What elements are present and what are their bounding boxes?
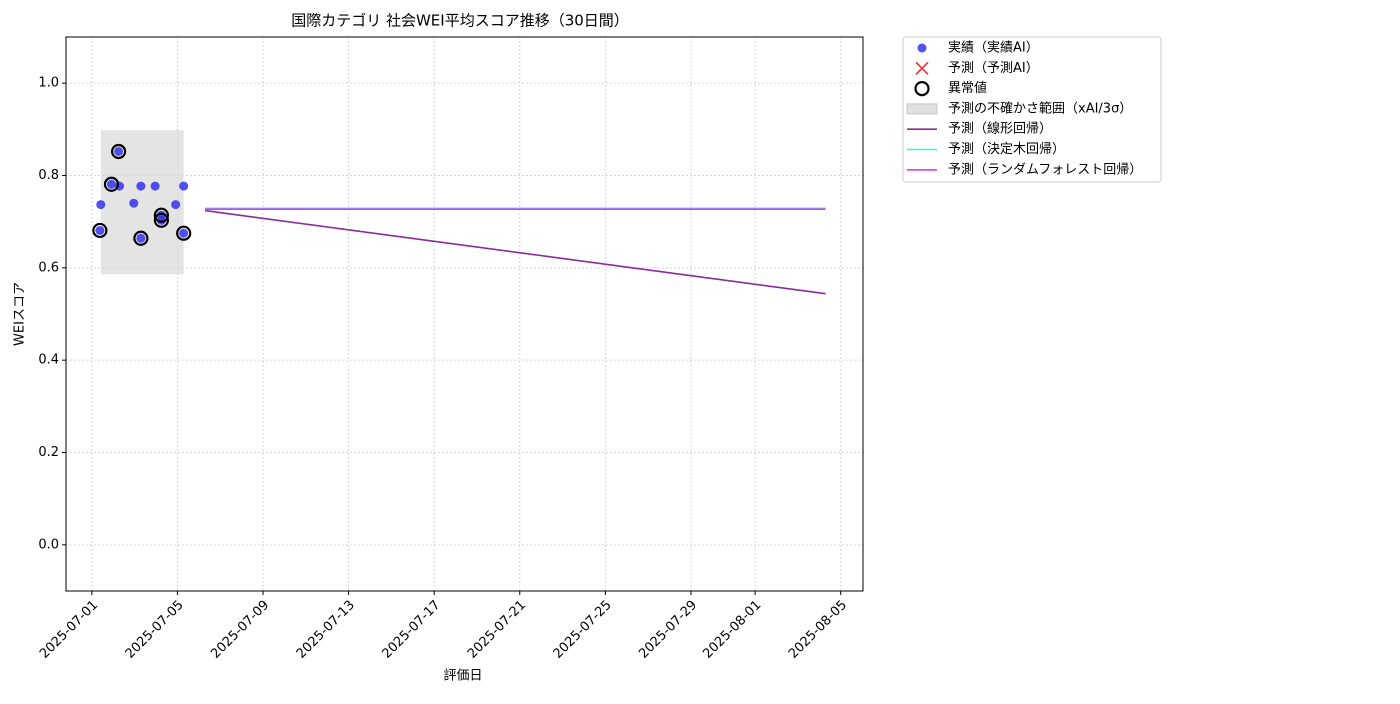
legend-label: 予測の不確かさ範囲（xAI/3σ） — [948, 100, 1132, 116]
anomaly-marker — [103, 176, 120, 192]
x-tick-label: 2025-08-05 — [786, 598, 850, 662]
actual-point — [171, 200, 181, 210]
x-tick-label: 2025-07-01 — [37, 598, 101, 662]
y-tick-label: 1.0 — [38, 76, 59, 91]
actual-point — [114, 146, 124, 156]
x-tick-label: 2025-07-13 — [294, 598, 358, 662]
forecast-line — [204, 209, 826, 295]
legend-label: 予測（線形回帰） — [948, 121, 1052, 137]
legend-label: 異常値 — [948, 80, 987, 96]
x-tick-label: 2025-07-25 — [551, 598, 615, 662]
actual-point — [136, 233, 146, 243]
x-tick-label: 2025-07-09 — [208, 598, 272, 662]
actual-point — [179, 228, 189, 238]
uncertainty-band — [100, 130, 184, 275]
legend-label: 予測（決定木回帰） — [948, 141, 1065, 157]
actual-point — [106, 179, 116, 189]
actual-point — [96, 200, 106, 210]
x-tick-label: 2025-07-05 — [123, 598, 187, 662]
anomaly-marker — [110, 143, 127, 160]
plot-frame — [65, 36, 864, 592]
anomaly-marker — [153, 207, 169, 223]
y-tick-label: 0.2 — [38, 445, 59, 460]
chart-title: 国際カテゴリ 社会WEI平均スコア推移（30日間） — [291, 12, 629, 30]
actual-point — [136, 181, 146, 191]
legend-label: 予測（予測AI） — [948, 61, 1039, 76]
actual-point — [179, 181, 189, 191]
legend-swatch — [917, 43, 927, 53]
x-axis-label: 評価日 — [443, 669, 482, 684]
legend-label: 予測（ランダムフォレスト回帰） — [948, 161, 1142, 177]
x-tick-label: 2025-07-29 — [636, 598, 700, 662]
actual-point — [95, 225, 105, 235]
y-tick-label: 0.8 — [38, 168, 59, 183]
legend-box — [902, 36, 1162, 183]
legend-label: 実績（実績AI） — [948, 40, 1039, 56]
anomaly-marker — [133, 230, 149, 246]
y-tick-label: 0.4 — [38, 353, 59, 368]
x-tick-label: 2025-08-01 — [700, 598, 764, 662]
y-axis-label: WEIスコア — [13, 282, 28, 346]
y-tick-label: 0.0 — [38, 537, 59, 552]
x-tick-label: 2025-07-17 — [379, 598, 443, 662]
y-tick-label: 0.6 — [38, 260, 59, 275]
actual-point — [156, 215, 166, 225]
x-tick-label: 2025-07-21 — [465, 598, 529, 662]
legend-swatch — [915, 61, 929, 75]
anomaly-marker — [176, 225, 192, 241]
legend-swatch — [906, 103, 938, 115]
anomaly-marker — [92, 222, 108, 239]
legend-swatch — [914, 80, 930, 97]
actual-point — [129, 198, 139, 208]
anomaly-marker — [153, 212, 169, 228]
actual-point — [150, 181, 160, 191]
